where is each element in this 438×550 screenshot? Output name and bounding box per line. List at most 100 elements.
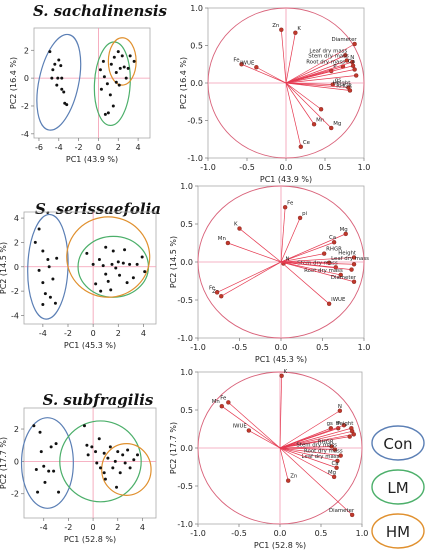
loading-label: K xyxy=(284,369,288,375)
x-axis-label: PC1 (43.9 %) xyxy=(66,155,118,164)
score-point xyxy=(117,83,121,87)
y-tick-label: 0 xyxy=(14,263,19,272)
y-tick-label: 0.5 xyxy=(190,42,203,51)
loading-point xyxy=(351,279,357,284)
score-point xyxy=(120,54,124,58)
x-tick-label: 1.0 xyxy=(358,343,371,352)
legend-label: HM xyxy=(386,523,410,541)
loading-label: P xyxy=(337,421,341,427)
species-title: S. sachalinensis xyxy=(33,2,168,20)
score-point xyxy=(47,265,51,269)
loading-vector xyxy=(280,261,330,305)
loading-label: Mg xyxy=(333,121,341,127)
loading-vector xyxy=(221,261,282,297)
loading-vector xyxy=(285,82,351,91)
x-tick-label: 2 xyxy=(116,143,121,152)
score-point xyxy=(104,245,108,249)
loading-vector xyxy=(280,241,335,263)
ellipse-hm xyxy=(101,442,152,496)
score-point xyxy=(106,111,110,115)
score-point xyxy=(39,450,43,454)
loading-point xyxy=(335,458,340,464)
loading-vector xyxy=(285,61,353,84)
loading-label: Ca xyxy=(332,461,339,467)
y-tick-label: -2 xyxy=(11,490,19,499)
loading-vector xyxy=(256,66,287,84)
loading-point xyxy=(331,474,337,480)
x-axis-label: PC1 (52.8 %) xyxy=(254,541,306,550)
loading-label: Fe xyxy=(220,395,227,401)
loading-vector xyxy=(285,82,322,110)
y-axis-label: PC2 (14.5 %) xyxy=(169,236,178,288)
score-point xyxy=(97,257,101,261)
loading-vector xyxy=(285,54,346,84)
x-tick-label: 0.0 xyxy=(275,343,288,352)
loading-label: RHGR xyxy=(336,84,352,90)
x-tick-label: 2 xyxy=(115,523,120,532)
score-point xyxy=(109,62,113,66)
score-point xyxy=(118,66,122,70)
legend-label: Con xyxy=(383,435,412,453)
score-point xyxy=(111,104,115,108)
x-tick-label: -1.0 xyxy=(200,163,216,172)
loading-vector xyxy=(280,257,355,263)
y-tick-label: 0.0 xyxy=(180,444,193,453)
loading-label: P xyxy=(333,64,337,70)
score-point xyxy=(128,466,132,470)
score-point xyxy=(99,289,103,293)
loading-point xyxy=(343,231,348,237)
loading-point xyxy=(318,107,324,112)
loading-label: Zn xyxy=(290,474,297,480)
loading-point xyxy=(338,272,343,278)
loading-label: RHGR xyxy=(318,439,334,445)
score-point xyxy=(121,453,125,457)
loading-point xyxy=(337,408,343,413)
x-tick-label: -4 xyxy=(40,523,48,532)
score-point xyxy=(121,261,125,265)
score-point xyxy=(106,279,110,283)
score-point xyxy=(126,448,130,452)
legend-label: LM xyxy=(387,479,408,497)
score-point xyxy=(99,87,103,91)
score-point xyxy=(116,50,120,54)
score-point xyxy=(85,251,89,255)
loading-label: Fe xyxy=(233,57,240,63)
loading-point xyxy=(351,432,356,437)
loading-label: pi xyxy=(302,211,307,217)
score-point xyxy=(105,82,109,86)
loading-point xyxy=(225,240,231,246)
x-tick-label: 0.5 xyxy=(316,343,329,352)
x-tick-label: -0.5 xyxy=(239,163,255,172)
score-point xyxy=(143,270,147,274)
loading-vector xyxy=(280,207,286,263)
score-point xyxy=(116,450,120,454)
score-point xyxy=(60,87,64,91)
loading-point xyxy=(329,125,334,131)
score-point xyxy=(97,437,101,441)
y-tick-label: -1.0 xyxy=(177,520,193,529)
score-point xyxy=(41,303,45,307)
x-tick-label: -1.0 xyxy=(190,343,206,352)
x-tick-label: 4 xyxy=(136,143,141,152)
legend: Con LM HM xyxy=(371,425,425,549)
score-point xyxy=(131,276,135,280)
score-point xyxy=(55,256,59,260)
loading-vector xyxy=(280,261,355,265)
x-tick-label: 0 xyxy=(91,523,96,532)
loading-point xyxy=(246,428,252,433)
species-title: S. serissaefolia xyxy=(35,200,161,218)
y-axis-label: PC2 (17.7 %) xyxy=(0,437,8,489)
y-tick-label: 2 xyxy=(14,425,19,434)
loading-vector xyxy=(279,447,335,478)
score-point xyxy=(98,68,102,72)
y-tick-label: 1.0 xyxy=(180,368,193,377)
score-point xyxy=(33,240,37,244)
score-point xyxy=(41,281,45,285)
x-tick-label: 0 xyxy=(91,329,96,338)
loading-vector xyxy=(227,242,282,263)
loading-point xyxy=(354,73,359,78)
loading-point xyxy=(226,400,231,405)
loading-point xyxy=(331,240,337,245)
loading-label: Mn xyxy=(218,236,226,242)
loading-point xyxy=(347,434,352,439)
